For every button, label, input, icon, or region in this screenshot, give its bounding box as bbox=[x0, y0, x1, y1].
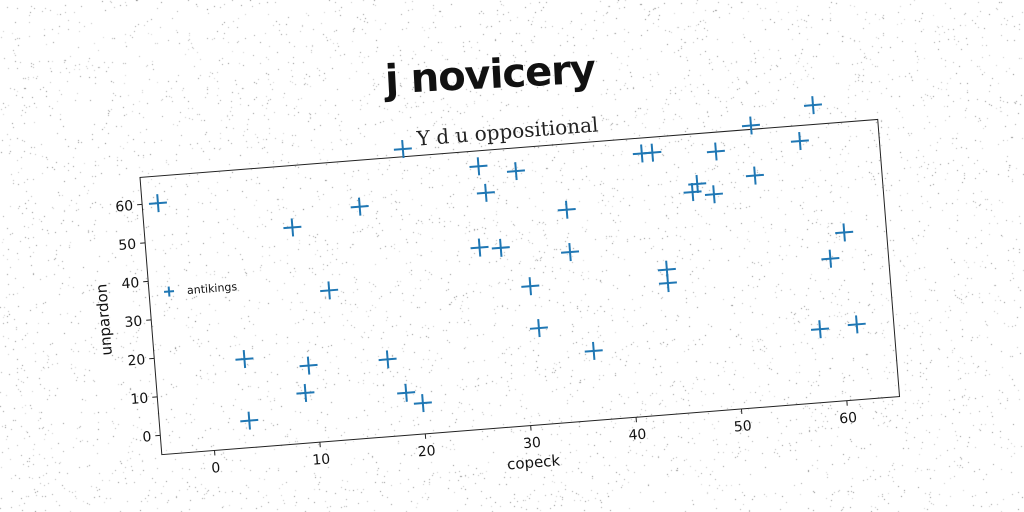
data-point bbox=[745, 166, 764, 185]
data-point-stroke-v bbox=[306, 356, 311, 375]
data-point bbox=[393, 139, 412, 159]
data-point-stroke-v bbox=[753, 166, 757, 185]
data-point bbox=[469, 157, 488, 176]
data-point-stroke-v bbox=[528, 277, 533, 296]
x-tick-label: 0 bbox=[211, 460, 221, 477]
x-tick-label: 40 bbox=[628, 427, 647, 444]
data-point-stroke-v bbox=[357, 197, 362, 216]
data-point-stroke-v bbox=[290, 218, 295, 237]
data-point bbox=[397, 383, 416, 402]
legend-label: antikings bbox=[187, 280, 238, 297]
data-point-stroke-v bbox=[303, 383, 308, 403]
data-point bbox=[704, 185, 723, 204]
data-point bbox=[688, 174, 707, 194]
data-points bbox=[148, 96, 866, 430]
data-point-stroke-v bbox=[798, 131, 802, 151]
data-point bbox=[296, 383, 315, 403]
plot-area-frame bbox=[139, 118, 901, 456]
data-point bbox=[529, 319, 548, 338]
data-point-stroke-v bbox=[477, 238, 482, 257]
y-tick-label: 0 bbox=[142, 429, 152, 446]
x-tick-label: 10 bbox=[312, 451, 331, 468]
data-point bbox=[706, 142, 725, 161]
chart-subtitle: Y d u oppositional bbox=[415, 112, 599, 150]
data-point-stroke-v bbox=[811, 96, 815, 115]
data-point-stroke-v bbox=[156, 194, 160, 213]
data-point-stroke-v bbox=[695, 174, 699, 194]
y-tick-label: 10 bbox=[130, 391, 149, 408]
data-point bbox=[148, 194, 167, 213]
data-point-stroke-v bbox=[828, 249, 833, 268]
data-point bbox=[378, 350, 397, 369]
data-point bbox=[320, 281, 339, 300]
x-tick-label: 60 bbox=[839, 410, 858, 427]
data-point-stroke-v bbox=[640, 144, 644, 163]
data-point-stroke-v bbox=[514, 162, 518, 181]
data-point bbox=[521, 277, 540, 296]
y-tick-label: 30 bbox=[124, 314, 143, 331]
data-point bbox=[283, 218, 302, 237]
data-point-stroke-v bbox=[714, 142, 718, 161]
data-point bbox=[350, 197, 369, 216]
data-point-stroke-v bbox=[404, 383, 408, 402]
data-point-stroke-v bbox=[818, 320, 822, 339]
data-point bbox=[810, 320, 830, 339]
y-tick-label: 20 bbox=[127, 352, 146, 369]
data-point-stroke-v bbox=[666, 274, 670, 293]
data-point-stroke-v bbox=[650, 143, 655, 162]
data-point bbox=[584, 341, 603, 360]
data-point bbox=[235, 349, 254, 369]
data-point-stroke-v bbox=[712, 185, 716, 204]
y-axis-label: unpardon bbox=[92, 283, 116, 356]
legend-marker-icon bbox=[163, 286, 175, 297]
data-point bbox=[803, 96, 823, 115]
data-point bbox=[658, 274, 677, 293]
data-point bbox=[643, 143, 662, 162]
x-axis-label: copeck bbox=[506, 451, 561, 473]
y-tick-label: 50 bbox=[118, 237, 137, 254]
data-point-stroke-v bbox=[749, 116, 753, 135]
data-point-stroke-v bbox=[855, 315, 859, 334]
data-point bbox=[847, 315, 866, 334]
data-point-stroke-v bbox=[401, 139, 405, 159]
data-point bbox=[299, 356, 318, 375]
data-point-stroke-v bbox=[247, 411, 251, 430]
data-point-stroke-v bbox=[690, 183, 695, 202]
y-tick-label: 60 bbox=[115, 198, 134, 215]
data-point bbox=[413, 394, 432, 413]
data-point-stroke-v bbox=[476, 157, 481, 176]
x-tick-label: 50 bbox=[733, 418, 752, 435]
data-point-stroke-v bbox=[421, 394, 425, 413]
data-point-stroke-v bbox=[564, 200, 569, 219]
x-tick-label: 30 bbox=[523, 435, 542, 452]
data-point bbox=[835, 223, 854, 242]
data-point-stroke-v bbox=[592, 341, 596, 360]
data-point bbox=[476, 183, 495, 202]
data-point bbox=[470, 238, 489, 257]
data-point-stroke-v bbox=[242, 349, 247, 369]
data-point bbox=[240, 411, 259, 430]
data-point bbox=[790, 131, 809, 151]
data-point-stroke-v bbox=[842, 223, 846, 242]
data-point bbox=[557, 200, 576, 219]
x-tick-label: 20 bbox=[417, 443, 436, 460]
data-point bbox=[506, 162, 525, 181]
y-tick-label: 40 bbox=[121, 275, 140, 292]
data-point bbox=[560, 243, 580, 262]
data-point-stroke-v bbox=[327, 281, 331, 300]
data-point bbox=[491, 238, 510, 257]
legend-marker-stroke-v bbox=[167, 286, 171, 297]
data-point-stroke-v bbox=[537, 319, 541, 338]
data-point-stroke-v bbox=[385, 350, 390, 369]
data-point-stroke-v bbox=[499, 238, 503, 257]
data-point bbox=[741, 116, 760, 135]
data-point-stroke-v bbox=[484, 183, 488, 202]
legend: antikings bbox=[163, 280, 238, 297]
axis-ticks: 0 10 20 30 40 50 60 0 10 20 30 40 50 60 bbox=[115, 198, 858, 477]
data-point bbox=[821, 249, 840, 268]
data-point-stroke-v bbox=[568, 243, 572, 262]
